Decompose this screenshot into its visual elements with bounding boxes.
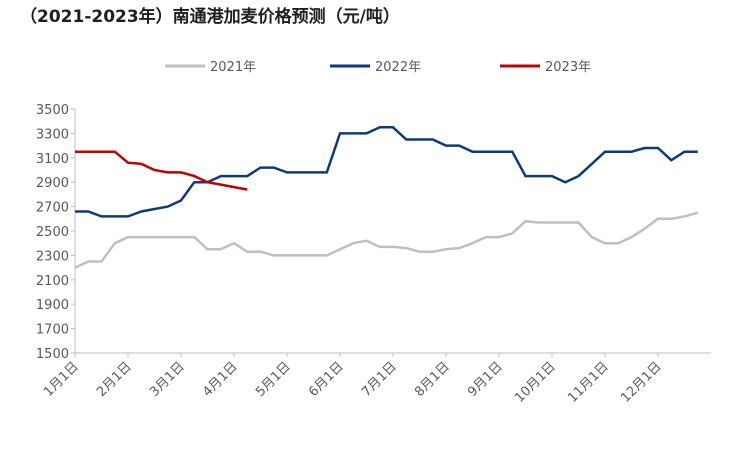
y-tick-label: 3300	[36, 127, 69, 142]
series-line	[75, 126, 698, 218]
x-tick-label: 12月1日	[618, 359, 665, 406]
x-tick-label: 1月1日	[41, 359, 82, 400]
x-tick-label: 10月1日	[512, 359, 559, 406]
series-line	[75, 150, 248, 191]
y-tick-label: 1700	[36, 323, 69, 338]
x-tick-label: 4月1日	[200, 359, 241, 400]
legend-label: 2021年	[210, 60, 256, 75]
legend-label: 2023年	[545, 60, 591, 75]
y-tick-label: 2100	[36, 274, 69, 289]
legend-label: 2022年	[375, 60, 421, 75]
x-tick-label: 7月1日	[359, 359, 400, 400]
x-tick-label: 2月1日	[94, 359, 135, 400]
y-tick-label: 3500	[36, 103, 69, 118]
y-tick-label: 1500	[36, 347, 69, 362]
y-tick-label: 2300	[36, 249, 69, 264]
y-tick-label: 2900	[36, 176, 69, 191]
y-tick-label: 2700	[36, 201, 69, 216]
series-line	[74, 211, 699, 269]
chart-title: （2021-2023年）南通港加麦价格预测（元/吨）	[20, 6, 400, 27]
x-tick-label: 8月1日	[412, 359, 453, 400]
x-tick-label: 9月1日	[465, 359, 506, 400]
x-tick-label: 11月1日	[565, 359, 612, 406]
y-tick-label: 2500	[36, 225, 69, 240]
x-tick-label: 6月1日	[306, 359, 347, 400]
y-tick-label: 1900	[36, 298, 69, 313]
x-tick-label: 3月1日	[147, 359, 188, 400]
y-tick-label: 3100	[36, 152, 69, 167]
x-tick-label: 5月1日	[253, 359, 294, 400]
